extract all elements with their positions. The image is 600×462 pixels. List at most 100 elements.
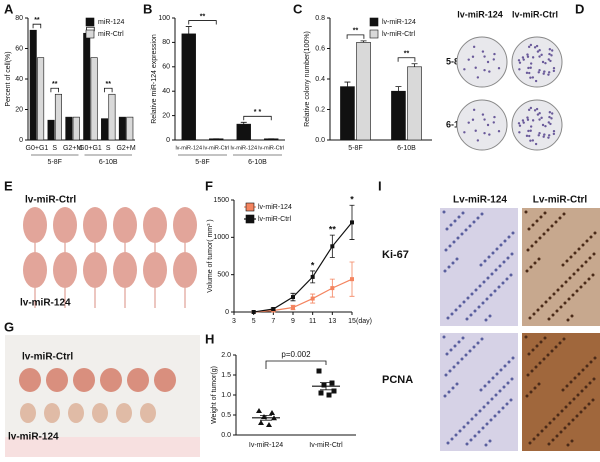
panel-letter: B — [143, 1, 152, 16]
colony — [535, 107, 539, 111]
nucleus — [510, 252, 514, 256]
colony — [493, 115, 496, 119]
photo-label: Lv-miR-124 — [453, 195, 507, 206]
nucleus — [446, 316, 450, 320]
nucleus — [550, 349, 554, 353]
nucleus — [554, 220, 558, 224]
photo — [5, 335, 200, 457]
nucleus — [449, 223, 453, 227]
nucleus — [554, 345, 558, 349]
panel-letter: F — [205, 178, 213, 193]
colony — [471, 55, 475, 58]
nucleus — [535, 219, 539, 223]
nucleus — [470, 292, 474, 296]
nucleus — [525, 394, 529, 398]
nucleus — [511, 231, 515, 235]
colony — [518, 131, 521, 134]
x-tick-label: S — [52, 145, 57, 152]
colony — [542, 72, 545, 75]
nucleus — [546, 228, 550, 232]
annotation: ** — [106, 81, 112, 88]
point — [271, 307, 276, 312]
nucleus — [556, 413, 560, 417]
point — [291, 295, 295, 300]
colony — [474, 66, 477, 69]
nucleus — [481, 426, 485, 430]
nucleus — [450, 312, 454, 316]
point — [251, 310, 256, 314]
tumor — [92, 403, 108, 423]
nucleus — [572, 272, 576, 276]
nucleus — [551, 438, 555, 442]
nucleus — [509, 273, 513, 277]
x-tick-label: G0+G1 — [79, 145, 102, 152]
nucleus — [442, 335, 446, 339]
bracket — [243, 115, 272, 121]
point — [326, 392, 332, 398]
nucleus — [528, 441, 532, 445]
colony — [518, 61, 522, 64]
annotation: * * — [254, 109, 262, 116]
photo-label: lv-miR-Ctrl — [25, 195, 76, 206]
x-tick-label: G2+M — [63, 145, 82, 152]
y-tick-label: 2.0 — [221, 352, 231, 359]
error-bar — [344, 81, 351, 87]
nucleus — [479, 388, 483, 392]
nucleus — [532, 437, 536, 441]
x-tick-label: 7 — [271, 318, 275, 325]
nucleus — [576, 268, 580, 272]
annotation: ** — [200, 13, 206, 20]
nucleus — [532, 312, 536, 316]
colony — [497, 130, 501, 133]
colony — [550, 117, 553, 120]
colony — [538, 55, 541, 58]
nucleus — [592, 377, 596, 381]
mouse — [143, 207, 167, 243]
nucleus — [537, 257, 541, 261]
colony — [542, 135, 545, 138]
nucleus — [485, 297, 489, 301]
legend-swatch — [369, 17, 379, 27]
colony — [529, 139, 532, 142]
y-tick-label: 0 — [225, 309, 229, 316]
nucleus — [573, 376, 577, 380]
bracket — [32, 23, 42, 29]
nucleus — [461, 336, 465, 340]
nucleus — [480, 337, 484, 341]
tumor — [154, 368, 176, 392]
nucleus — [473, 309, 477, 313]
nucleus — [477, 305, 481, 309]
nucleus — [577, 247, 581, 251]
nucleus — [509, 398, 513, 402]
nucleus — [538, 236, 542, 240]
nucleus — [535, 344, 539, 348]
colony — [527, 45, 531, 49]
colony — [467, 121, 470, 124]
nucleus — [561, 388, 565, 392]
photo-label: lv-miR-Ctrl — [512, 9, 558, 19]
colony — [525, 71, 529, 75]
colony — [476, 76, 480, 79]
x-tick-label: S — [106, 145, 111, 152]
nucleus — [444, 373, 448, 377]
y-tick-label: 60 — [15, 45, 23, 52]
group-label: 6-10B — [248, 159, 267, 166]
colony — [552, 132, 556, 136]
y-tick-label: 40 — [162, 88, 170, 95]
colony — [538, 118, 541, 121]
nucleus — [546, 353, 550, 357]
colony — [481, 113, 485, 116]
nucleus — [442, 210, 446, 214]
nucleus — [454, 308, 458, 312]
annotation: * — [350, 195, 354, 205]
nucleus — [497, 410, 501, 414]
nucleus — [458, 304, 462, 308]
tumor — [46, 368, 68, 392]
nucleus — [559, 305, 563, 309]
colony — [548, 48, 552, 51]
nucleus — [481, 301, 485, 305]
x-tick-label: 13 — [328, 318, 336, 325]
point — [316, 368, 322, 374]
bar — [126, 116, 134, 141]
photo-label: 5-8F — [446, 56, 465, 66]
